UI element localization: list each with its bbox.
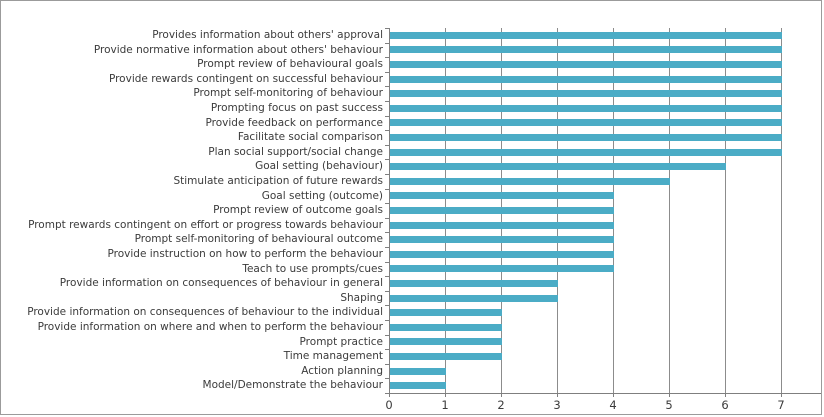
category-label: Provide instruction on how to perform th… bbox=[107, 248, 383, 260]
y-axis-tick bbox=[385, 378, 389, 380]
bar bbox=[390, 148, 782, 156]
bar bbox=[390, 323, 502, 331]
bar bbox=[390, 207, 614, 214]
category-label: Prompt self-monitoring of behavioural ou… bbox=[134, 233, 383, 246]
bar bbox=[390, 61, 782, 68]
category-label: Teach to use prompts/cues bbox=[242, 262, 383, 275]
bar bbox=[390, 31, 782, 39]
x-axis-tick bbox=[557, 393, 558, 397]
y-axis-tick bbox=[385, 247, 389, 248]
y-axis-tick bbox=[385, 349, 389, 351]
category-label: Provide rewards contingent on successful… bbox=[108, 72, 383, 85]
y-axis-tick bbox=[385, 86, 389, 88]
y-axis-tick bbox=[385, 101, 389, 102]
x-axis-tick bbox=[389, 393, 390, 397]
bar bbox=[390, 250, 614, 258]
y-axis-tick bbox=[385, 28, 389, 29]
y-axis-tick bbox=[385, 276, 389, 278]
x-axis-tick-label: 7 bbox=[777, 398, 785, 412]
y-axis-tick bbox=[385, 130, 389, 132]
category-label: Prompt review of outcome goals bbox=[213, 204, 383, 217]
y-axis-tick bbox=[385, 305, 389, 307]
bar bbox=[390, 280, 558, 287]
category-label: Goal setting (behaviour) bbox=[255, 160, 383, 173]
category-label: Goal setting (outcome) bbox=[261, 189, 383, 202]
category-label: Time management bbox=[283, 350, 383, 363]
category-label: Stimulate anticipation of future rewards bbox=[173, 175, 383, 187]
x-axis-tick bbox=[669, 393, 670, 397]
category-label: Provide information on consequences of b… bbox=[27, 306, 383, 319]
category-label: Provides information about others' appro… bbox=[152, 29, 383, 41]
category-label: Prompt review of behavioural goals bbox=[197, 58, 383, 71]
category-label: Prompt rewards contingent on effort or p… bbox=[28, 218, 383, 231]
x-axis-tick-label: 5 bbox=[665, 398, 673, 412]
y-axis-tick bbox=[385, 203, 389, 205]
y-axis-tick bbox=[385, 174, 389, 175]
category-label: Prompting focus on past success bbox=[210, 102, 383, 114]
category-label: Facilitate social comparison bbox=[237, 131, 383, 144]
y-axis-tick bbox=[385, 188, 389, 190]
bar bbox=[390, 221, 614, 229]
x-axis-tick-label: 6 bbox=[721, 398, 729, 412]
category-label: Prompt practice bbox=[299, 335, 383, 348]
x-axis-tick bbox=[781, 393, 782, 397]
y-axis-tick bbox=[385, 144, 389, 146]
bar bbox=[390, 353, 502, 360]
y-axis-tick bbox=[385, 320, 389, 321]
bar bbox=[390, 265, 614, 273]
category-label: Model/Demonstrate the behaviour bbox=[202, 379, 383, 392]
bar bbox=[390, 163, 726, 171]
bar bbox=[390, 367, 446, 375]
bar bbox=[390, 236, 614, 244]
x-axis-line bbox=[385, 393, 821, 394]
y-axis-tick bbox=[385, 290, 389, 292]
y-axis-tick bbox=[385, 159, 389, 161]
category-label: Provide information on consequences of b… bbox=[59, 277, 383, 290]
x-gridline bbox=[669, 28, 670, 393]
y-axis-tick bbox=[385, 232, 389, 234]
category-label: Prompt self-monitoring of behaviour bbox=[193, 87, 383, 100]
bar bbox=[390, 134, 782, 141]
bar bbox=[390, 338, 502, 346]
bar bbox=[390, 90, 782, 98]
category-label: Provide normative information about othe… bbox=[93, 43, 383, 56]
y-axis-tick bbox=[385, 71, 389, 73]
bar bbox=[390, 192, 614, 200]
bar bbox=[390, 382, 446, 390]
x-axis-tick bbox=[613, 393, 614, 397]
bar bbox=[390, 294, 558, 302]
bar bbox=[390, 177, 670, 185]
y-axis-tick bbox=[385, 57, 389, 59]
bar bbox=[390, 46, 782, 54]
bar bbox=[390, 309, 502, 317]
x-axis-tick-label: 3 bbox=[553, 398, 561, 412]
category-label: Provide information on where and when to… bbox=[37, 321, 383, 333]
bar bbox=[390, 104, 782, 112]
y-axis-tick bbox=[385, 261, 389, 263]
x-axis-tick-label: 0 bbox=[385, 398, 393, 412]
x-axis-tick bbox=[725, 393, 726, 397]
y-axis-tick bbox=[385, 217, 389, 219]
category-label: Action planning bbox=[301, 364, 383, 377]
category-label: Plan social support/social change bbox=[208, 145, 383, 158]
x-axis-tick bbox=[501, 393, 502, 397]
y-axis-tick bbox=[385, 42, 389, 44]
x-axis-tick bbox=[445, 393, 446, 397]
bar bbox=[390, 119, 782, 127]
y-axis-line bbox=[389, 28, 390, 393]
x-gridline bbox=[725, 28, 726, 393]
x-axis-tick-label: 1 bbox=[441, 398, 449, 412]
category-label: Shaping bbox=[340, 291, 383, 304]
y-axis-tick bbox=[385, 363, 389, 365]
x-axis-tick-label: 4 bbox=[609, 398, 617, 412]
bar bbox=[390, 75, 782, 83]
y-axis-tick bbox=[385, 334, 389, 336]
category-label: Provide feedback on performance bbox=[205, 116, 384, 129]
y-axis-tick bbox=[385, 115, 389, 117]
x-axis-tick-label: 2 bbox=[497, 398, 505, 412]
x-gridline bbox=[781, 28, 782, 393]
